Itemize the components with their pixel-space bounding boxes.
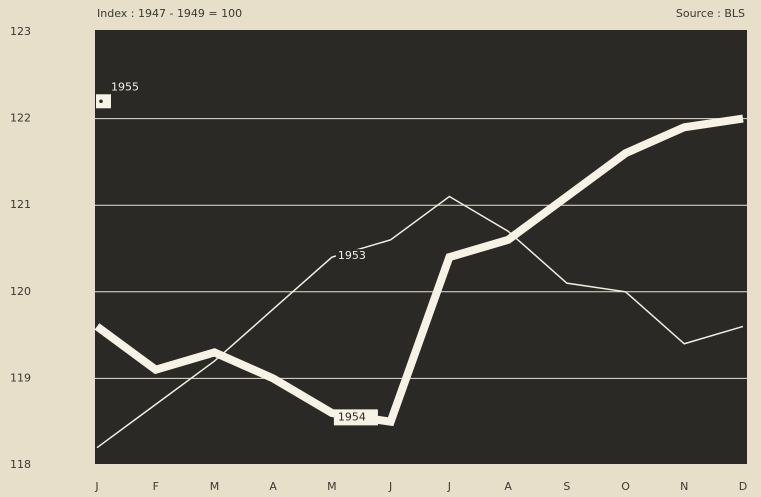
data-point (96, 94, 111, 109)
x-tick-label: O (621, 480, 630, 493)
y-tick-label: 120 (10, 285, 31, 298)
y-tick-label: 122 (10, 112, 31, 125)
series-line (94, 114, 744, 427)
series-label-bg (335, 249, 370, 264)
data-point-dot (99, 99, 103, 104)
source-note: Source : BLS (676, 7, 745, 20)
x-tick-label: J (447, 480, 451, 493)
y-tick-label: 123 (10, 25, 31, 38)
x-tick-label: F (153, 480, 159, 493)
x-tick-label: D (739, 480, 747, 493)
series-label: 1953 (338, 249, 366, 262)
x-tick-label: J (388, 480, 392, 493)
y-tick-label: 121 (10, 198, 31, 211)
x-tick-label: M (327, 480, 337, 493)
x-tick-label: A (269, 480, 277, 493)
series-label-bg (333, 409, 378, 426)
x-tick-label: N (680, 480, 688, 493)
series-label: 1955 (111, 80, 139, 93)
x-tick-label: A (504, 480, 512, 493)
chart-subtitle: Index : 1947 - 1949 = 100 (97, 7, 242, 20)
x-tick-label: J (94, 480, 98, 493)
x-tick-label: M (210, 480, 220, 493)
x-tick-label: S (563, 480, 570, 493)
series-label: 1954 (338, 410, 366, 423)
plot-area (95, 30, 747, 464)
y-tick-label: 119 (10, 371, 31, 384)
series-line (96, 195, 744, 449)
y-tick-label: 118 (10, 458, 31, 471)
